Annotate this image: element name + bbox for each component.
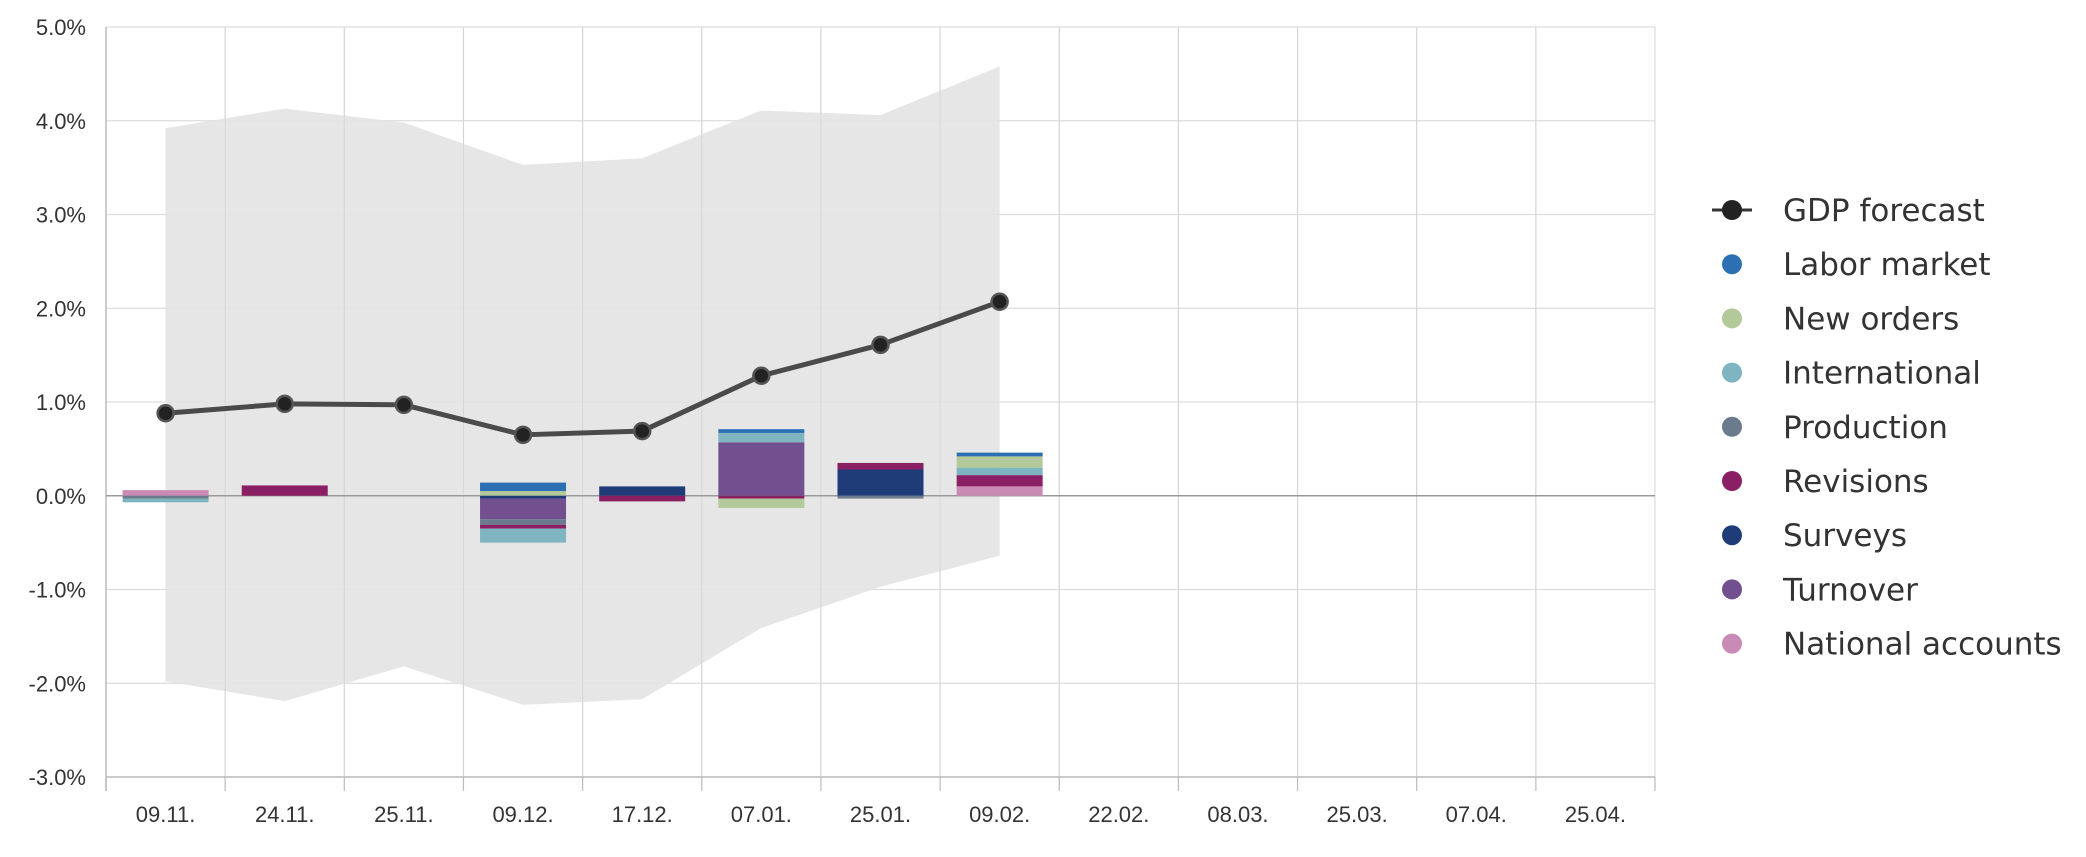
legend-label: Labor market <box>1783 247 1991 283</box>
x-tick-label: 25.01. <box>850 802 911 827</box>
legend-item: Surveys <box>1722 518 1907 554</box>
y-tick-label: -1.0% <box>29 578 86 603</box>
legend-dot-icon <box>1722 416 1742 437</box>
legend-dot-icon <box>1722 579 1742 600</box>
gdp-forecast-point <box>156 404 175 423</box>
gdp-forecast-point <box>752 366 771 385</box>
gdp-forecast-point <box>871 335 890 355</box>
y-tick-label: 5.0% <box>36 15 86 40</box>
x-tick-label: 07.01. <box>731 802 792 827</box>
legend-label: Turnover <box>1782 572 1918 608</box>
legend-label: National accounts <box>1783 627 2062 663</box>
gdp-forecast-point <box>632 421 652 441</box>
bar-segment <box>718 429 805 433</box>
legend-label: Production <box>1783 410 1948 446</box>
legend-dot-icon <box>1722 525 1742 546</box>
bar-segment <box>718 442 805 496</box>
legend-label: International <box>1783 356 1981 392</box>
x-tick-label: 25.03. <box>1327 802 1388 827</box>
legend-dot-icon <box>1722 200 1742 220</box>
x-axis-tick-labels: 09.11. 24.11. 25.11. 09.12. 17.12. 07.01. 25.0… <box>136 802 1626 827</box>
legend-dot-icon <box>1722 254 1742 275</box>
bar-segment <box>122 490 209 496</box>
bar-segment <box>718 498 805 508</box>
legend-item: International <box>1722 356 1981 392</box>
y-tick-label: 4.0% <box>36 109 86 134</box>
y-tick-label: 0.0% <box>36 484 86 509</box>
gdp-forecast-line <box>156 292 1009 445</box>
x-tick-label: 07.04. <box>1446 802 1507 827</box>
bar-segment <box>480 482 567 492</box>
gdp-forecast-line-path <box>165 299 1001 438</box>
legend-item: Labor market <box>1722 247 1991 283</box>
bar-segment <box>599 495 686 502</box>
bar-segment <box>122 498 209 503</box>
y-tick-label: 1.0% <box>36 390 86 415</box>
legend-item: New orders <box>1722 301 1959 337</box>
legend-label: GDP forecast <box>1783 193 1985 229</box>
legend-dot-icon <box>1722 471 1742 491</box>
x-tick-label: 09.02. <box>969 802 1030 827</box>
x-tick-label: 22.02. <box>1088 802 1149 827</box>
legend-item: Revisions <box>1722 464 1929 500</box>
legend-item: Turnover <box>1722 572 1918 608</box>
x-tick-label: 08.03. <box>1207 802 1268 827</box>
legend-dot-icon <box>1722 308 1742 329</box>
legend-dot-icon <box>1722 362 1742 383</box>
bar-segment <box>718 432 805 443</box>
x-tick-label: 09.11. <box>136 802 196 827</box>
bar-segment <box>480 528 567 543</box>
legend-label: Revisions <box>1783 464 1929 500</box>
gdp-forecast-point <box>990 292 1009 311</box>
x-tick-label: 17.12. <box>612 802 673 827</box>
bar-segment <box>122 495 209 499</box>
bar-segment <box>599 486 686 496</box>
x-tick-label: 25.11. <box>374 802 434 827</box>
bar-segment <box>956 467 1043 476</box>
y-tick-label: -2.0% <box>29 671 86 696</box>
bar-segment <box>241 485 328 496</box>
bar-segment <box>718 495 805 499</box>
bar-segment <box>480 498 567 520</box>
legend-label: Surveys <box>1783 518 1907 554</box>
x-tick-label: 09.12. <box>492 802 553 827</box>
bar-segment <box>480 495 567 499</box>
legend-label: New orders <box>1783 301 1959 337</box>
y-tick-label: -3.0% <box>29 765 86 790</box>
stacked-bars <box>122 429 1043 543</box>
bar-segment <box>837 462 924 470</box>
bar-segment <box>956 452 1043 457</box>
bar-segment <box>480 519 567 525</box>
bar-segment <box>956 456 1043 468</box>
confidence-band <box>165 27 1537 777</box>
legend-item: Production <box>1722 410 1948 446</box>
gdp-forecast-point <box>513 425 533 445</box>
legend: GDP forecast Labor market New orders Intern… <box>1712 193 2062 663</box>
gdp-forecast-point <box>394 395 414 415</box>
x-tick-label: 24.11. <box>255 802 315 827</box>
bar-segment <box>956 486 1043 496</box>
x-tick-label: 25.04. <box>1565 802 1626 827</box>
gdp-forecast-point <box>275 394 294 414</box>
legend-item: GDP forecast <box>1712 193 1985 229</box>
bar-segment <box>956 475 1043 487</box>
legend-item: National accounts <box>1722 627 2062 663</box>
y-axis-tick-labels: 5.0% 4.0% 3.0% 2.0% 1.0% 0.0% -1.0% -2.0% -3.0% <box>29 15 86 790</box>
bar-segment <box>480 524 567 529</box>
y-tick-label: 3.0% <box>36 203 86 228</box>
bar-segment <box>480 491 567 496</box>
y-tick-label: 2.0% <box>36 296 86 321</box>
bar-segment <box>837 495 924 499</box>
bar-segment <box>837 469 924 496</box>
legend-dot-icon <box>1722 633 1742 654</box>
